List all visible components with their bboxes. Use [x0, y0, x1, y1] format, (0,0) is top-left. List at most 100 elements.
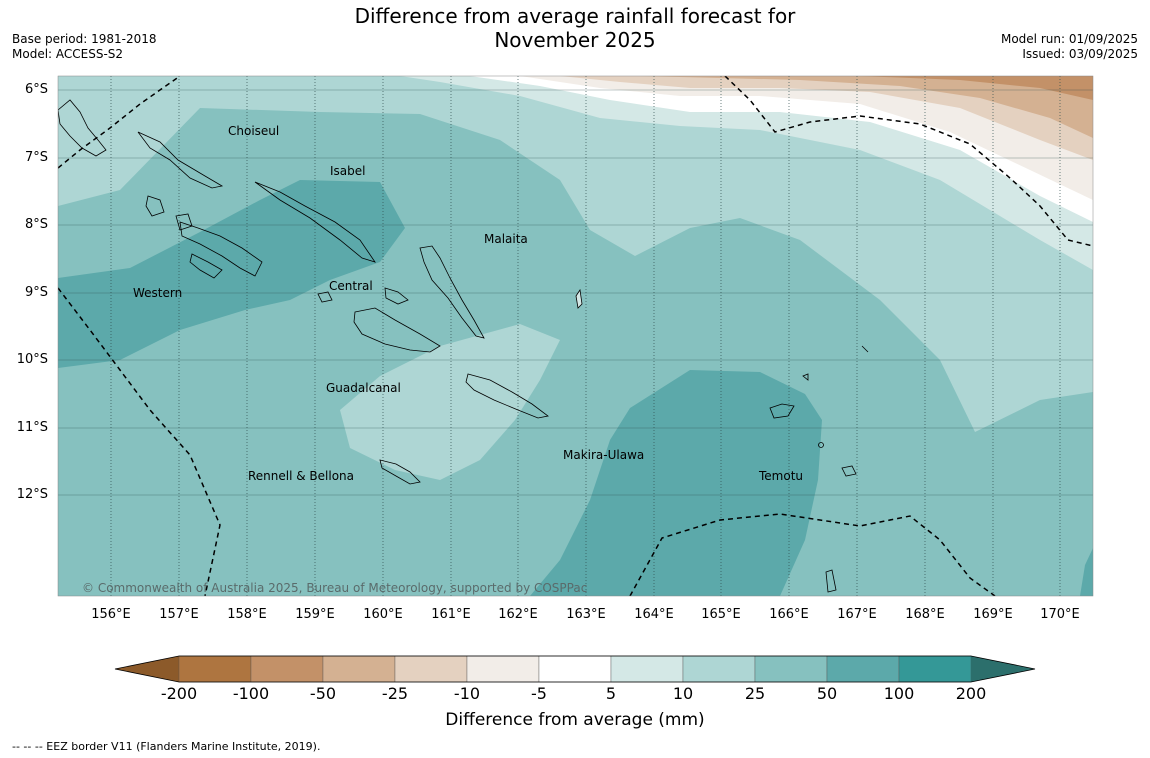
anomaly-patch-central	[340, 324, 560, 480]
lon-label: 159°E	[295, 607, 335, 622]
lat-label: 10°S	[16, 352, 48, 367]
coastlines	[58, 99, 869, 593]
colorbar-title: Difference from average (mm)	[445, 710, 705, 730]
colorbar-tick: 5	[605, 684, 617, 703]
label-makira-ulawa: Makira-Ulawa	[563, 448, 644, 462]
label-malaita: Malaita	[484, 232, 528, 246]
choiseul-island-outline	[137, 131, 224, 189]
anomaly-patch-se-corner	[1080, 548, 1093, 596]
map-frame	[57, 75, 1094, 597]
santa-cruz-outline	[769, 403, 795, 419]
florida-islands-outline	[317, 291, 333, 303]
colorbar-cell	[538, 655, 612, 683]
anomaly-patch-nw	[58, 76, 240, 160]
lon-label: 167°E	[837, 607, 877, 622]
lat-label: 11°S	[16, 420, 48, 435]
label-temotu: Temotu	[758, 469, 803, 483]
colorbar-tick: -50	[309, 684, 337, 703]
meta-right: Model run: 01/09/2025 Issued: 03/09/2025	[1001, 32, 1138, 62]
base-period: Base period: 1981-2018	[12, 32, 157, 46]
colorbar-cell	[826, 655, 900, 683]
lat-label: 7°S	[24, 150, 48, 165]
meta-left: Base period: 1981-2018 Model: ACCESS-S2	[12, 32, 157, 62]
colorbar-tick: 10	[672, 684, 694, 703]
colorbar-cell	[178, 655, 252, 683]
colorbar-tick: 50	[816, 684, 838, 703]
lon-label: 158°E	[227, 607, 267, 622]
model-run: Model run: 01/09/2025	[1000, 32, 1138, 46]
eez-northwest	[58, 76, 181, 169]
colorbar-tick: 25	[744, 684, 766, 703]
map-title-line2: November 2025	[494, 28, 656, 52]
colorbar-tick: -25	[381, 684, 409, 703]
label-western: Western	[133, 286, 182, 300]
lon-label: 168°E	[905, 607, 945, 622]
colorbar-tick: -5	[531, 684, 547, 703]
anomaly-band-10-25	[58, 76, 1093, 432]
colorbar-cell	[610, 655, 684, 683]
colorbar-outline	[114, 655, 1036, 683]
lat-label: 9°S	[24, 285, 48, 300]
anomaly-band-neg50-100	[860, 76, 1093, 100]
rainfall-anomaly-map: © Commonwealth of Australia 2025, Bureau…	[58, 76, 1093, 596]
label-central: Central	[329, 279, 373, 293]
colorbar-cell	[394, 655, 468, 683]
eez-legend-note: -- -- -- EEZ border V11 (Flanders Marine…	[12, 740, 321, 753]
eez-border	[58, 76, 1093, 596]
colorbar-cells	[178, 655, 972, 683]
rennell-outline	[379, 459, 421, 485]
lon-label: 157°E	[159, 607, 199, 622]
label-choiseul: Choiseul	[228, 124, 279, 138]
eez-southeast	[629, 513, 996, 596]
lat-label: 8°S	[24, 217, 48, 232]
colorbar	[114, 655, 1036, 683]
issued-date: Issued: 03/09/2025	[1022, 47, 1138, 61]
lon-label: 160°E	[363, 607, 403, 622]
isabel-island-outline	[254, 181, 376, 263]
lon-label: 163°E	[566, 607, 606, 622]
anomaly-band-50-100-west	[58, 180, 405, 368]
reef-islands-outline	[802, 373, 809, 381]
label-isabel: Isabel	[330, 164, 365, 178]
colorbar-cell	[682, 655, 756, 683]
anomaly-band-neg25-50	[640, 76, 1093, 138]
colorbar-cell	[754, 655, 828, 683]
lon-label: 164°E	[634, 607, 674, 622]
colorbar-tick: 200	[955, 684, 987, 703]
guadalcanal-outline	[353, 307, 441, 353]
anomaly-band-neg5-10	[520, 76, 1093, 200]
colorbar-tick: -100	[232, 684, 270, 703]
graticule-parallels	[58, 89, 1093, 496]
lon-label: 162°E	[498, 607, 538, 622]
lon-label: 165°E	[701, 607, 741, 622]
colorbar-tick: 100	[883, 684, 915, 703]
lon-label: 156°E	[91, 607, 131, 622]
anomaly-band-neg10-25	[560, 76, 1093, 160]
map-title-line1: Difference from average rainfall forecas…	[354, 4, 796, 28]
colorbar-cell	[250, 655, 324, 683]
russell-islands-outline	[384, 287, 409, 305]
colorbar-cell	[898, 655, 972, 683]
tinakula-outline	[818, 442, 824, 448]
lat-label: 6°S	[24, 82, 48, 97]
duff-islands-outline	[861, 345, 869, 353]
makira-outline	[465, 373, 549, 419]
malaita-island-outline	[419, 245, 485, 339]
eez-southwest	[58, 287, 221, 596]
colorbar-cell	[322, 655, 396, 683]
rendova-outline	[189, 253, 223, 279]
model-name: Model: ACCESS-S2	[12, 47, 124, 61]
lon-label: 169°E	[973, 607, 1013, 622]
colorbar-tick: -10	[453, 684, 481, 703]
anomaly-band-50-100-southeast	[530, 370, 822, 596]
utupua-outline	[841, 465, 857, 477]
lon-label: 166°E	[769, 607, 809, 622]
kolombangara-outline	[175, 213, 193, 231]
colorbar-extend-low	[115, 656, 179, 682]
vella-lavella-outline	[145, 195, 165, 217]
ontong-java-outline	[575, 288, 583, 309]
lon-label: 161°E	[431, 607, 471, 622]
copyright-notice: © Commonwealth of Australia 2025, Bureau…	[82, 581, 587, 595]
new-georgia-outline	[179, 221, 263, 277]
